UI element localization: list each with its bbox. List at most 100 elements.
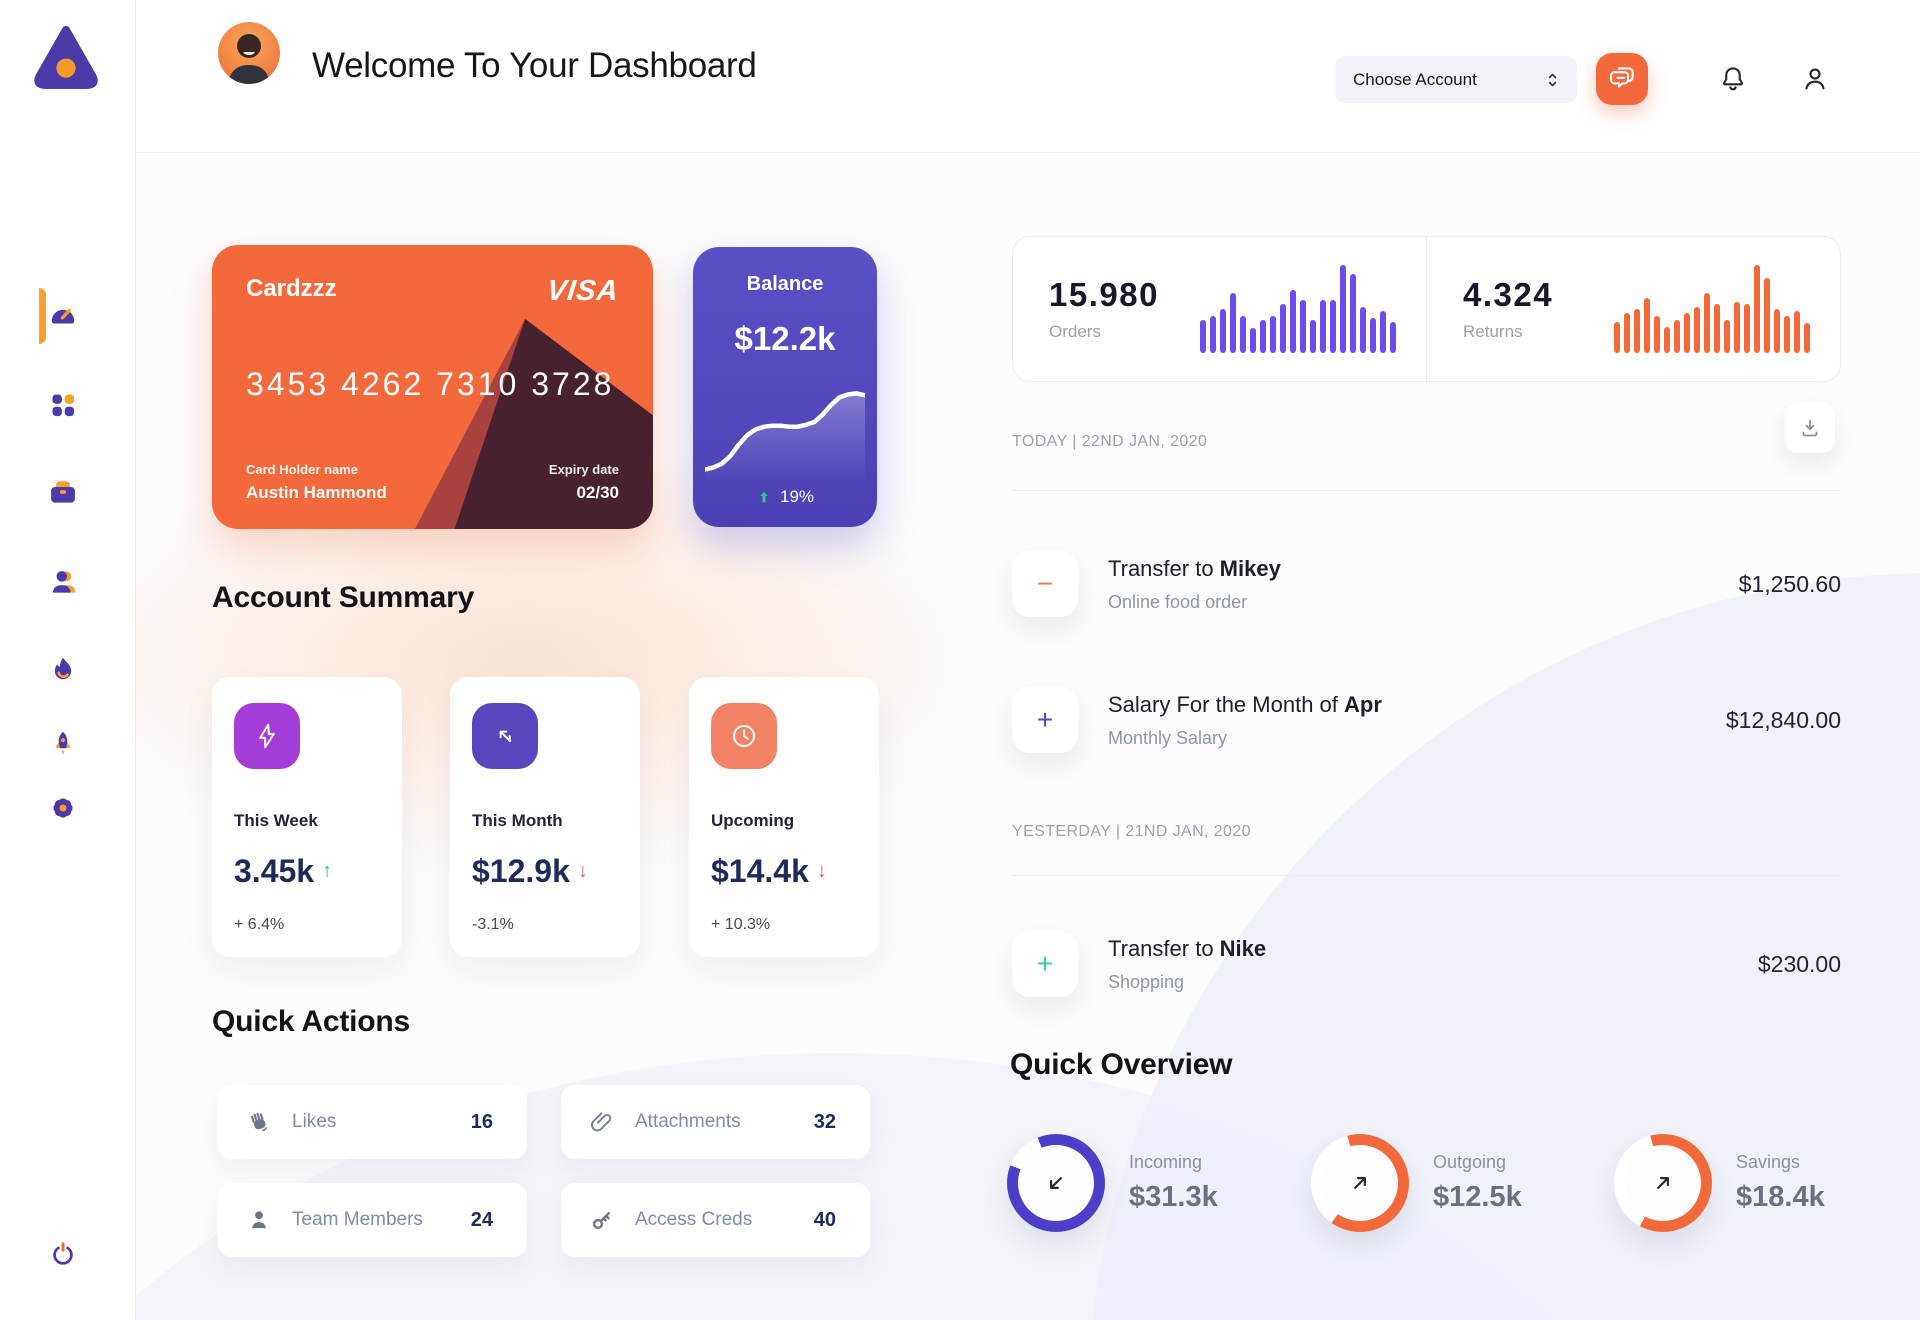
notifications-button[interactable] <box>1716 62 1750 96</box>
transaction-row-nike[interactable]: + Transfer to Nike Shopping $230.00 <box>1012 931 1841 997</box>
balance-sparkline <box>702 391 868 482</box>
quick-actions-title: Quick Actions <box>212 1005 410 1038</box>
transaction-title: Transfer to Mikey <box>1108 555 1281 581</box>
bolt-icon <box>259 723 275 749</box>
returns-bar-chart <box>1614 265 1810 353</box>
overview-savings: Savings $18.4k <box>1614 1134 1825 1232</box>
card-holder-name: Austin Hammond <box>246 483 387 502</box>
transaction-amount: $1,250.60 <box>1738 570 1841 597</box>
quick-action-access-creds[interactable]: Access Creds 40 <box>561 1183 870 1257</box>
sidebar-item-launch[interactable] <box>39 719 87 767</box>
arrow-up-right-icon <box>1657 1177 1669 1189</box>
divider <box>1012 490 1841 491</box>
trend-up-icon: ↑ <box>322 860 333 882</box>
transaction-subtitle: Online food order <box>1108 591 1248 612</box>
orders-value: 15.980 <box>1049 276 1159 313</box>
speedometer-icon <box>51 308 75 324</box>
transaction-title: Salary For the Month of Apr <box>1108 691 1382 717</box>
sidebar-item-dashboard[interactable] <box>39 288 87 344</box>
sidebar-item-projects[interactable] <box>39 468 87 516</box>
overview-outgoing: Outgoing $12.5k <box>1311 1134 1522 1232</box>
balance-card: Balance $12.2k 19% <box>693 247 877 527</box>
apps-grid-icon <box>52 394 75 417</box>
trend-down-icon: ↓ <box>577 860 588 882</box>
date-header-today: TODAY | 22ND JAN, 2020 <box>1012 433 1208 450</box>
quick-action-value: 40 <box>813 1208 836 1231</box>
paperclip-icon <box>591 1112 612 1132</box>
minus-icon: − <box>1012 551 1078 617</box>
transaction-row-salary[interactable]: + Salary For the Month of Apr Monthly Sa… <box>1012 687 1841 753</box>
plus-icon: + <box>1012 687 1078 753</box>
gear-icon <box>53 798 73 818</box>
card-expiry: 02/30 <box>576 483 619 502</box>
orders-stat: 15.980 Orders <box>1013 237 1426 381</box>
overview-incoming: Incoming $31.3k <box>1007 1134 1218 1232</box>
key-icon <box>592 1211 611 1230</box>
download-button[interactable] <box>1785 403 1835 453</box>
summary-label: This Week <box>234 811 318 830</box>
transaction-row-mikey[interactable]: − Transfer to Mikey Online food order $1… <box>1012 551 1841 617</box>
incoming-ring <box>1007 1134 1105 1232</box>
overview-value: $18.4k <box>1736 1181 1825 1213</box>
overview-value: $31.3k <box>1129 1181 1218 1213</box>
account-select[interactable]: Choose Account <box>1335 56 1577 103</box>
orders-bar-chart <box>1200 265 1396 353</box>
quick-action-likes[interactable]: Likes 16 <box>218 1085 527 1159</box>
user-icon <box>1805 68 1825 90</box>
arrow-up-icon <box>760 491 768 503</box>
summary-change: + 10.3% <box>711 916 771 933</box>
quick-action-label: Attachments <box>635 1111 741 1132</box>
account-summary-title: Account Summary <box>212 581 475 614</box>
briefcase-icon <box>51 481 75 503</box>
chevron-updown-icon <box>1548 73 1557 86</box>
transaction-title: Transfer to Nike <box>1108 935 1267 961</box>
summary-change: + 6.4% <box>234 916 285 933</box>
overview-label: Outgoing <box>1433 1152 1507 1172</box>
messages-button[interactable] <box>1596 53 1648 105</box>
orders-returns-panel: 15.980 Orders 4.324 Returns <box>1012 236 1841 382</box>
summary-card-upcoming: Upcoming $14.4k ↓ + 10.3% <box>689 677 879 957</box>
returns-label: Returns <box>1463 322 1523 341</box>
summary-label: This Month <box>472 811 563 830</box>
balance-title: Balance <box>746 273 824 295</box>
person-icon <box>252 1211 266 1229</box>
balance-change: 19% <box>779 487 815 506</box>
sidebar-item-team[interactable] <box>39 558 87 606</box>
card-name: Cardzzz <box>246 275 337 302</box>
people-icon <box>53 571 76 593</box>
summary-card-this-week: This Week 3.45k ↑ + 6.4% <box>212 677 402 957</box>
quick-action-attachments[interactable]: Attachments 32 <box>561 1085 870 1159</box>
flame-icon <box>54 657 72 680</box>
overview-label: Incoming <box>1129 1152 1203 1172</box>
quick-action-value: 32 <box>813 1110 836 1133</box>
app-logo[interactable] <box>30 22 102 94</box>
logout-button[interactable] <box>39 1230 87 1278</box>
avatar-photo <box>218 22 280 84</box>
summary-card-this-month: This Month $12.9k ↓ -3.1% <box>450 677 640 957</box>
trend-arrow-icon <box>499 730 512 742</box>
quick-action-team-members[interactable]: Team Members 24 <box>218 1183 527 1257</box>
sidebar-item-settings[interactable] <box>39 784 87 832</box>
sidebar-item-activity[interactable] <box>39 645 87 693</box>
main-content: Cardzzz VISA 3453 4262 7310 3728 Card Ho… <box>0 153 1920 1320</box>
card-holder-label: Card Holder name <box>246 462 358 477</box>
profile-button[interactable] <box>1798 62 1832 96</box>
overview-value: $12.5k <box>1433 1181 1522 1213</box>
active-indicator <box>39 288 46 344</box>
quick-action-value: 24 <box>470 1208 493 1231</box>
summary-value: $14.4k <box>711 853 809 889</box>
outgoing-ring <box>1311 1134 1409 1232</box>
quick-action-label: Access Creds <box>635 1209 753 1230</box>
quick-action-label: Team Members <box>292 1209 423 1230</box>
trend-down-icon: ↓ <box>816 860 827 882</box>
sidebar-item-apps[interactable] <box>39 381 87 429</box>
quick-action-label: Likes <box>292 1111 337 1132</box>
arrow-up-right-icon <box>1354 1177 1366 1189</box>
card-expiry-label: Expiry date <box>548 462 619 477</box>
date-header-yesterday: YESTERDAY | 21ND JAN, 2020 <box>1012 823 1251 840</box>
rocket-icon <box>55 731 71 755</box>
download-icon <box>1802 419 1818 437</box>
power-icon <box>53 1242 73 1265</box>
clock-icon <box>733 725 755 747</box>
transaction-subtitle: Monthly Salary <box>1108 727 1228 748</box>
